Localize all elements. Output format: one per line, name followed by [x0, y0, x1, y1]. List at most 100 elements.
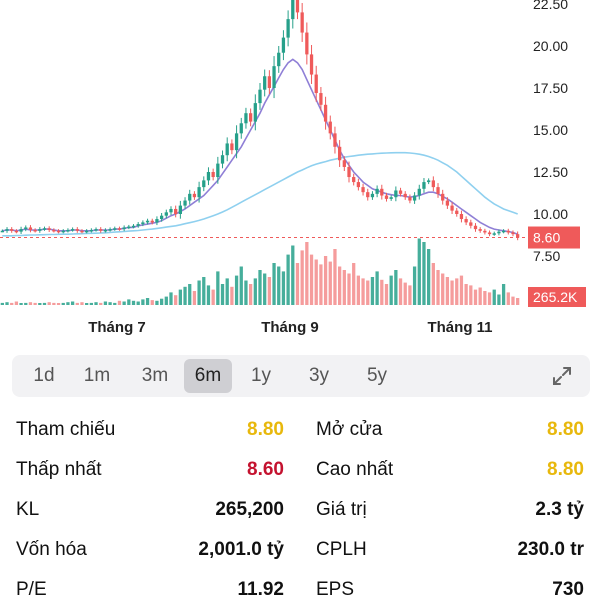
volume-bar	[14, 301, 19, 305]
candle-body	[483, 230, 487, 233]
volume-bar	[295, 263, 300, 305]
candle-body	[197, 187, 201, 198]
candle-body	[356, 182, 361, 188]
candle-body	[417, 188, 421, 196]
volume-bar	[253, 278, 257, 305]
range-tab-3y[interactable]: 3y	[308, 365, 330, 386]
volume-bar	[352, 263, 356, 305]
range-tab-1y[interactable]: 1y	[250, 365, 272, 386]
candle-body	[47, 228, 51, 230]
x-tick-label: Tháng 9	[261, 319, 319, 336]
candle-body	[342, 160, 346, 167]
candle-body	[333, 133, 337, 147]
candle-body	[366, 192, 370, 198]
candle-body	[216, 163, 220, 178]
volume-bar	[0, 302, 4, 305]
volume-bar	[272, 263, 276, 305]
range-selector: 1d 1m 3m 6m 1y 3y 5y	[12, 355, 590, 397]
candle-body	[309, 54, 314, 75]
stat-value: 8.60	[247, 459, 284, 480]
candle-body	[277, 52, 281, 67]
candle-body	[300, 12, 304, 33]
volume-bar	[150, 300, 154, 305]
volume-bar	[70, 301, 75, 305]
candle-body	[380, 188, 384, 196]
candle-body	[89, 229, 93, 232]
candle-body	[80, 230, 84, 233]
candle-body	[459, 214, 464, 220]
candle-body	[202, 180, 206, 188]
candle-body	[159, 215, 164, 220]
stat-label: EPS	[316, 579, 355, 600]
volume-bar	[403, 282, 407, 305]
candle-body	[248, 113, 253, 122]
candle-body	[267, 76, 272, 88]
stat-value: 11.92	[237, 579, 285, 600]
volume-bar	[38, 303, 42, 305]
stat-row: Vốn hóa 2,001.0 tỷ	[16, 530, 284, 570]
volume-bar	[52, 302, 56, 305]
volume-bar	[305, 242, 309, 305]
range-tab-1m[interactable]: 1m	[83, 365, 111, 386]
volume-bar	[234, 275, 239, 305]
candle-body	[206, 172, 211, 181]
range-tab-6m[interactable]: 6m	[184, 359, 232, 393]
candle-body	[85, 230, 89, 233]
volume-bar	[436, 270, 440, 305]
candle-body	[263, 76, 267, 90]
stat-label: KL	[16, 499, 40, 520]
current-price-label: 8.60	[533, 230, 560, 246]
volume-bar	[178, 289, 182, 305]
expand-arrows-icon[interactable]	[550, 364, 574, 388]
range-tab-3m[interactable]: 3m	[141, 365, 169, 386]
stat-value: 265,200	[215, 499, 284, 520]
candle-body	[314, 74, 318, 94]
volume-bar	[300, 250, 304, 305]
volume-bar	[122, 301, 126, 305]
volume-bar	[464, 284, 468, 305]
candle-body	[492, 233, 496, 235]
volume-bar	[309, 254, 314, 305]
volume-bar	[501, 284, 506, 305]
volume-bar	[155, 300, 159, 305]
candle-body	[258, 89, 262, 104]
range-tab-5y[interactable]: 5y	[366, 365, 388, 386]
stat-value: 8.80	[547, 459, 584, 480]
volume-bar	[427, 249, 431, 305]
candle-body	[408, 197, 412, 201]
candle-body	[178, 205, 182, 214]
volume-bar	[183, 286, 187, 305]
volume-bar	[450, 280, 454, 305]
candle-body	[436, 187, 440, 194]
candle-body	[516, 234, 520, 238]
candle-body	[19, 229, 23, 232]
candle-body	[103, 229, 108, 232]
candle-body	[450, 205, 454, 211]
candle-body	[403, 193, 407, 198]
stat-row: EPS 730	[316, 570, 584, 610]
volume-bar	[159, 298, 164, 305]
price-chart[interactable]: 22.50 20.00 17.50 15.00 12.50 10.00 7.50 8.60 26…	[0, 0, 600, 345]
candle-body	[5, 229, 9, 231]
volume-bar	[239, 266, 243, 305]
volume-bar	[445, 277, 450, 305]
volume-bar	[319, 264, 323, 305]
volume-bar	[94, 302, 98, 305]
volume-bar	[459, 275, 464, 305]
y-tick-label: 15.00	[533, 122, 568, 138]
volume-bar	[356, 275, 361, 305]
current-price-tag	[528, 226, 580, 249]
candle-body	[501, 230, 506, 233]
y-tick-label: 17.50	[533, 80, 568, 96]
volume-bar	[85, 303, 89, 305]
candle-body	[155, 219, 159, 223]
stat-row: CPLH 230.0 tr	[316, 530, 584, 570]
stat-label: Giá trị	[316, 499, 367, 520]
stat-row: Giá trị 2.3 tỷ	[316, 490, 584, 530]
volume-bar	[366, 280, 370, 305]
volume-bar	[323, 256, 328, 305]
candle-body	[117, 228, 122, 230]
range-tab-1d[interactable]: 1d	[33, 365, 55, 386]
candle-body	[220, 155, 225, 164]
volume-bar	[103, 301, 108, 305]
